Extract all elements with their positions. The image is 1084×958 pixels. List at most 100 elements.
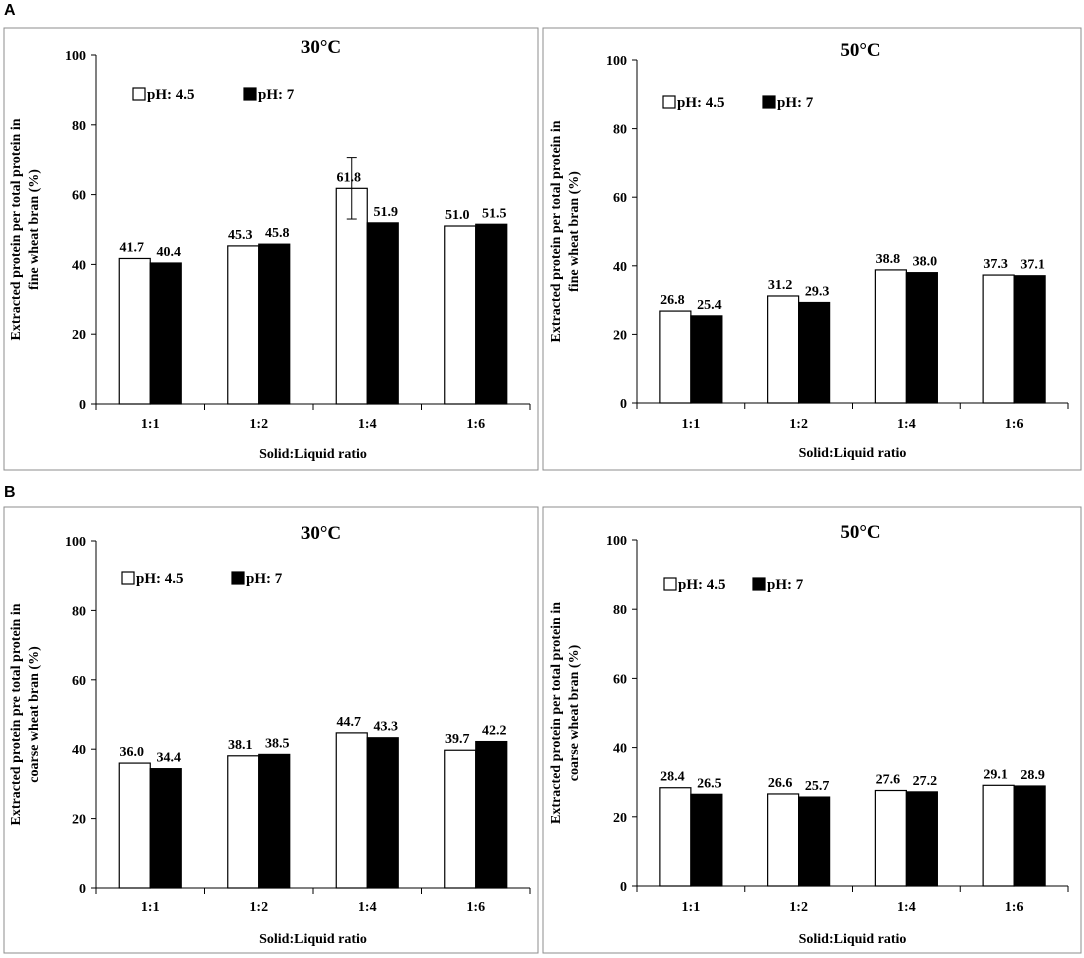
x-tick-label: 1:6 — [466, 900, 485, 915]
bar-ph-7 — [475, 223, 508, 405]
data-label: 43.3 — [374, 720, 399, 735]
y-tick-label: 0 — [79, 398, 86, 413]
data-label: 26.5 — [697, 776, 722, 791]
data-label: 29.1 — [983, 767, 1008, 782]
chart-frame — [3, 27, 539, 471]
data-label: 28.9 — [1020, 768, 1045, 783]
data-label: 37.1 — [1020, 258, 1045, 273]
x-tick-label: 1:2 — [249, 417, 268, 432]
bar-ph-7 — [366, 222, 399, 405]
bar-ph-7 — [905, 791, 938, 887]
bar-ph-7 — [258, 753, 291, 889]
x-tick-label: 1:4 — [358, 417, 377, 432]
bar-ph-7 — [366, 737, 399, 889]
x-axis-title: Solid:Liquid ratio — [799, 446, 907, 461]
chart-2: 0 20 40 60 80 100 1:1 1:2 1:4 1:6 26.8 31.2 38.8 37.3… — [542, 27, 1082, 471]
y-tick-label: 60 — [72, 674, 86, 689]
bar-ph-4-5 — [982, 274, 1015, 404]
y-tick-label: 100 — [606, 54, 627, 69]
legend-swatch — [121, 571, 135, 585]
y-axis-title: Extracted protein per total protein in fi… — [9, 118, 42, 340]
y-axis-title-line: coarse wheat bran (%) — [567, 644, 582, 781]
bar-ph-4-5 — [767, 295, 800, 404]
bar-ph-7 — [1013, 785, 1046, 887]
data-label: 45.8 — [265, 226, 290, 241]
y-axis-title: Extracted protein per total protein in fi… — [549, 120, 582, 342]
y-tick-label: 20 — [613, 811, 627, 826]
bar-ph-4-5 — [874, 269, 907, 404]
data-label: 38.8 — [876, 252, 901, 267]
y-axis-title: Extracted protein per total protein in co… — [549, 602, 582, 824]
x-axis-title: Solid:Liquid ratio — [259, 932, 367, 947]
y-tick-label: 40 — [613, 742, 627, 757]
x-tick-label: 1:1 — [141, 900, 160, 915]
x-tick-label: 1:1 — [141, 417, 160, 432]
y-tick-label: 80 — [72, 604, 86, 619]
chart-title: 50°C — [840, 522, 880, 543]
y-axis-title-line: Extracted protein pre total protein in — [9, 603, 24, 825]
bar-ph-7 — [1013, 275, 1046, 404]
y-tick-label: 0 — [79, 882, 86, 897]
bar-ph-4-5 — [659, 787, 692, 887]
bar-ph-7 — [258, 243, 291, 405]
legend-label: pH: 7 — [258, 87, 295, 103]
bar-ph-4-5 — [335, 187, 368, 405]
bar-ph-4-5 — [227, 245, 260, 405]
x-tick-label: 1:4 — [897, 900, 916, 915]
data-label: 40.4 — [157, 245, 182, 260]
bar-ph-7 — [798, 796, 831, 887]
data-label: 34.4 — [157, 751, 182, 766]
y-tick-label: 20 — [72, 813, 86, 828]
x-tick-label: 1:6 — [1005, 900, 1024, 915]
legend-swatch — [231, 571, 245, 585]
bar-ph-4-5 — [335, 732, 368, 889]
y-tick-label: 80 — [613, 603, 627, 618]
x-tick-label: 1:2 — [789, 417, 808, 432]
data-label: 25.4 — [697, 298, 722, 313]
bar-ph-7 — [690, 793, 723, 887]
bar-ph-7 — [690, 315, 723, 404]
data-label: 51.5 — [482, 206, 507, 221]
panel-label-a: A — [4, 2, 16, 19]
x-tick-label: 1:4 — [358, 900, 377, 915]
legend-label: pH: 4.5 — [147, 87, 195, 103]
bar-ph-7 — [475, 740, 508, 889]
bar-ph-4-5 — [118, 762, 151, 889]
legend-swatch — [752, 577, 766, 591]
y-axis-title-line: Extracted protein per total protein in — [9, 118, 24, 340]
data-label: 31.2 — [768, 278, 793, 293]
y-axis-title-line: Extracted protein per total protein in — [549, 602, 564, 824]
panel-label-b: B — [4, 484, 16, 501]
y-axis-title-line: coarse wheat bran (%) — [27, 646, 42, 783]
chart-1: 0 20 40 60 80 100 1:1 1:2 1:4 1:6 41.7 45.3 61.8 51.0… — [3, 27, 539, 471]
data-label: 39.7 — [445, 732, 470, 747]
x-tick-label: 1:2 — [249, 900, 268, 915]
x-axis-title: Solid:Liquid ratio — [799, 932, 907, 947]
data-label: 26.6 — [768, 776, 793, 791]
data-label: 44.7 — [337, 715, 362, 730]
x-tick-label: 1:6 — [466, 417, 485, 432]
y-tick-label: 0 — [620, 397, 627, 412]
chart-3: 0 20 40 60 80 100 1:1 1:2 1:4 1:6 36.0 38.1 44.7 39.7… — [3, 506, 539, 954]
data-label: 37.3 — [983, 257, 1008, 272]
data-label: 51.9 — [374, 205, 399, 220]
bar-ph-7 — [798, 301, 831, 404]
bar-ph-7 — [905, 272, 938, 404]
data-label: 27.6 — [876, 773, 901, 788]
legend-label: pH: 4.5 — [677, 95, 725, 111]
bar-ph-4-5 — [874, 789, 907, 887]
y-tick-label: 80 — [72, 119, 86, 134]
y-axis-title-line: fine wheat bran (%) — [567, 171, 582, 292]
legend-label: pH: 4.5 — [678, 577, 726, 593]
y-axis-title-line: Extracted protein per total protein in — [549, 120, 564, 342]
data-label: 29.3 — [805, 285, 830, 300]
bar-ph-4-5 — [444, 749, 477, 889]
bar-ph-4-5 — [982, 784, 1015, 887]
data-label: 26.8 — [660, 293, 685, 308]
legend-swatch — [132, 87, 146, 101]
x-tick-label: 1:2 — [789, 900, 808, 915]
legend-label: pH: 4.5 — [136, 571, 184, 587]
legend-label: pH: 7 — [777, 95, 814, 111]
bar-ph-7 — [149, 262, 182, 405]
